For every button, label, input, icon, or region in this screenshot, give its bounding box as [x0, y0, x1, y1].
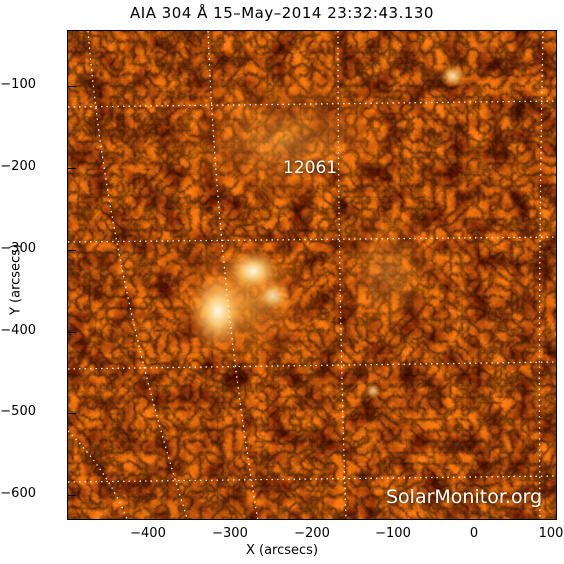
solar-image-panel [67, 30, 557, 520]
y-tick-mark [68, 495, 76, 496]
image-title: AIA 304 Å 15–May–2014 23:32:43.130 [130, 4, 434, 22]
y-tick-label: −400 [0, 323, 36, 338]
x-tick-label: −300 [212, 526, 248, 541]
x-tick-label: 0 [469, 526, 479, 541]
x-tick-label: −200 [294, 526, 330, 541]
y-tick-label: −600 [0, 486, 36, 501]
y-tick-mark [68, 168, 76, 169]
active-region-label: 12061 [283, 158, 338, 178]
y-tick-label: −100 [0, 77, 36, 92]
solar-image [68, 31, 556, 519]
solarmonitor-watermark: SolarMonitor.org [386, 486, 543, 508]
y-tick-label: −200 [0, 159, 36, 174]
y-tick-mark [68, 86, 76, 87]
y-tick-label: −500 [0, 404, 36, 419]
y-tick-mark [68, 332, 76, 333]
x-tick-label: 100 [538, 526, 564, 541]
y-tick-mark [68, 250, 76, 251]
x-axis-label: X (arcsecs) [245, 543, 319, 558]
x-tick-label: −100 [375, 526, 411, 541]
x-tick-label: −400 [130, 526, 166, 541]
y-tick-mark [68, 413, 76, 414]
heliographic-grid [68, 31, 556, 519]
y-tick-label: −300 [0, 241, 36, 256]
